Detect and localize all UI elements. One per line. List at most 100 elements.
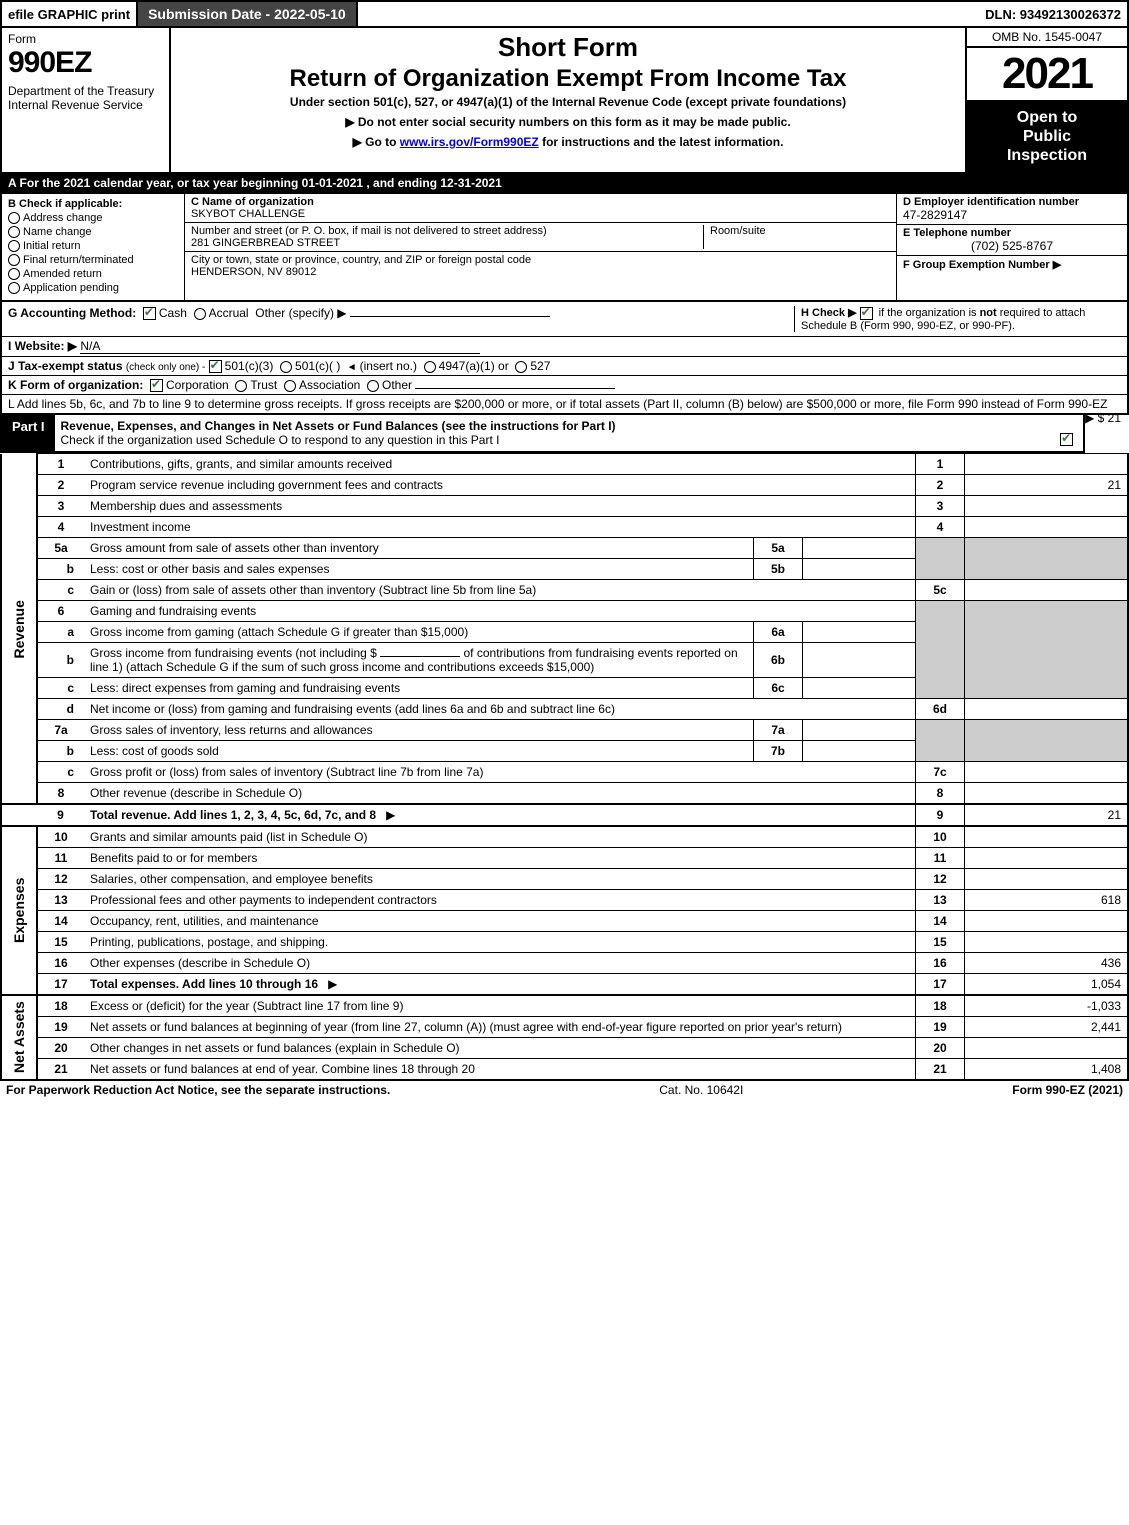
line-3-rnum: 3 [916, 496, 965, 517]
line-21-desc: Net assets or fund balances at end of ye… [90, 1062, 475, 1076]
dept-label: Department of the TreasuryInternal Reven… [8, 84, 163, 113]
line-3-val [965, 496, 1129, 517]
chk-address-change[interactable]: Address change [8, 212, 178, 224]
l-amount: ▶ $ 21 [1085, 411, 1121, 425]
row-i: I Website: ▶ N/A [0, 337, 1129, 357]
ein-label: D Employer identification number [903, 196, 1121, 208]
top-bar: efile GRAPHIC print Submission Date - 20… [0, 0, 1129, 28]
open-inspection: Open toPublicInspection [967, 102, 1127, 172]
line-6c-desc: Less: direct expenses from gaming and fu… [90, 681, 400, 695]
chk-amended-return[interactable]: Amended return [8, 268, 178, 280]
line-19-desc: Net assets or fund balances at beginning… [90, 1020, 842, 1034]
efile-label[interactable]: efile GRAPHIC print [2, 5, 136, 24]
line-11-num: 11 [37, 848, 84, 869]
line-4-val [965, 517, 1129, 538]
goto-pre: ▶ Go to [353, 135, 400, 149]
omb-number: OMB No. 1545-0047 [967, 28, 1127, 48]
line-5b-desc: Less: cost or other basis and sales expe… [90, 562, 329, 576]
line-18-num: 18 [37, 995, 84, 1017]
footer-left: For Paperwork Reduction Act Notice, see … [6, 1083, 390, 1097]
line-2-desc: Program service revenue including govern… [90, 478, 443, 492]
line-6d-val [965, 699, 1129, 720]
other-org-input[interactable] [415, 388, 615, 389]
chk-cash[interactable] [143, 307, 156, 320]
website-value: N/A [80, 339, 480, 354]
line-2-num: 2 [37, 475, 84, 496]
line-7c-num: c [37, 762, 84, 783]
line-1-desc: Contributions, gifts, grants, and simila… [90, 457, 392, 471]
line-11-rnum: 11 [916, 848, 965, 869]
line-15-rnum: 15 [916, 932, 965, 953]
chk-application-pending[interactable]: Application pending [8, 282, 178, 294]
line-6a-desc: Gross income from gaming (attach Schedul… [90, 625, 468, 639]
line-11-desc: Benefits paid to or for members [90, 851, 257, 865]
b-label: B Check if applicable: [8, 198, 122, 210]
line-20-num: 20 [37, 1038, 84, 1059]
submission-date: Submission Date - 2022-05-10 [136, 2, 358, 26]
row-l: L Add lines 5b, 6c, and 7b to line 9 to … [0, 395, 1129, 415]
k-label: K Form of organization: [8, 378, 143, 392]
line-10-rnum: 10 [916, 826, 965, 848]
col-d: D Employer identification number 47-2829… [896, 194, 1127, 301]
line-4-num: 4 [37, 517, 84, 538]
line-16-num: 16 [37, 953, 84, 974]
line-5c-rnum: 5c [916, 580, 965, 601]
expenses-label: Expenses [1, 826, 37, 995]
other-specify: Other (specify) ▶ [255, 306, 346, 320]
line-6a-num: a [37, 622, 84, 643]
chk-final-return[interactable]: Final return/terminated [8, 254, 178, 266]
line-6b-input[interactable] [380, 656, 460, 657]
line-20-desc: Other changes in net assets or fund bala… [90, 1041, 460, 1055]
line-14-desc: Occupancy, rent, utilities, and maintena… [90, 914, 319, 928]
chk-other-org[interactable] [367, 380, 379, 392]
line-6b-in: 6b [754, 643, 803, 678]
header-center: Short Form Return of Organization Exempt… [171, 28, 965, 172]
chk-h[interactable] [860, 307, 873, 320]
chk-501c[interactable] [280, 361, 292, 373]
form-header: Form 990EZ Department of the TreasuryInt… [0, 28, 1129, 174]
line-7b-num: b [37, 741, 84, 762]
c-name-label: C Name of organization [191, 196, 314, 208]
line-9-val: 21 [965, 804, 1129, 826]
line-8-num: 8 [37, 783, 84, 805]
part1-check[interactable] [1053, 415, 1083, 451]
line-19-val: 2,441 [965, 1017, 1129, 1038]
city-label: City or town, state or province, country… [191, 254, 531, 266]
chk-527[interactable] [515, 361, 527, 373]
chk-accrual[interactable] [194, 308, 206, 320]
part1-header: Part I Revenue, Expenses, and Changes in… [0, 415, 1085, 453]
irs-link[interactable]: www.irs.gov/Form990EZ [400, 135, 539, 149]
no-ssn-note: ▶ Do not enter social security numbers o… [177, 115, 959, 129]
line-12-rnum: 12 [916, 869, 965, 890]
line-5a-in: 5a [754, 538, 803, 559]
chk-assoc[interactable] [284, 380, 296, 392]
chk-name-change[interactable]: Name change [8, 226, 178, 238]
chk-corp[interactable] [150, 379, 163, 392]
chk-initial-return[interactable]: Initial return [8, 240, 178, 252]
line-3-num: 3 [37, 496, 84, 517]
line-15-num: 15 [37, 932, 84, 953]
line-16-val: 436 [965, 953, 1129, 974]
g-label: G Accounting Method: [8, 306, 136, 320]
row-gh: G Accounting Method: Cash Accrual Other … [0, 302, 1129, 337]
street-label: Number and street (or P. O. box, if mail… [191, 225, 703, 237]
line-21-rnum: 21 [916, 1059, 965, 1081]
j-label: J Tax-exempt status [8, 359, 123, 373]
line-1-val [965, 454, 1129, 475]
chk-trust[interactable] [235, 380, 247, 392]
line-5b-num: b [37, 559, 84, 580]
form-number: 990EZ [8, 46, 163, 80]
line-4-rnum: 4 [916, 517, 965, 538]
other-input[interactable] [350, 316, 550, 317]
line-10-val [965, 826, 1129, 848]
org-name: SKYBOT CHALLENGE [191, 208, 314, 220]
header-left: Form 990EZ Department of the TreasuryInt… [2, 28, 171, 172]
line-7b-inval [803, 741, 916, 762]
line-6c-in: 6c [754, 678, 803, 699]
chk-4947[interactable] [424, 361, 436, 373]
line-1-rnum: 1 [916, 454, 965, 475]
row-k: K Form of organization: Corporation Trus… [0, 376, 1129, 395]
chk-501c3[interactable] [209, 360, 222, 373]
line-13-desc: Professional fees and other payments to … [90, 893, 437, 907]
header-right: OMB No. 1545-0047 2021 Open toPublicInsp… [965, 28, 1127, 172]
